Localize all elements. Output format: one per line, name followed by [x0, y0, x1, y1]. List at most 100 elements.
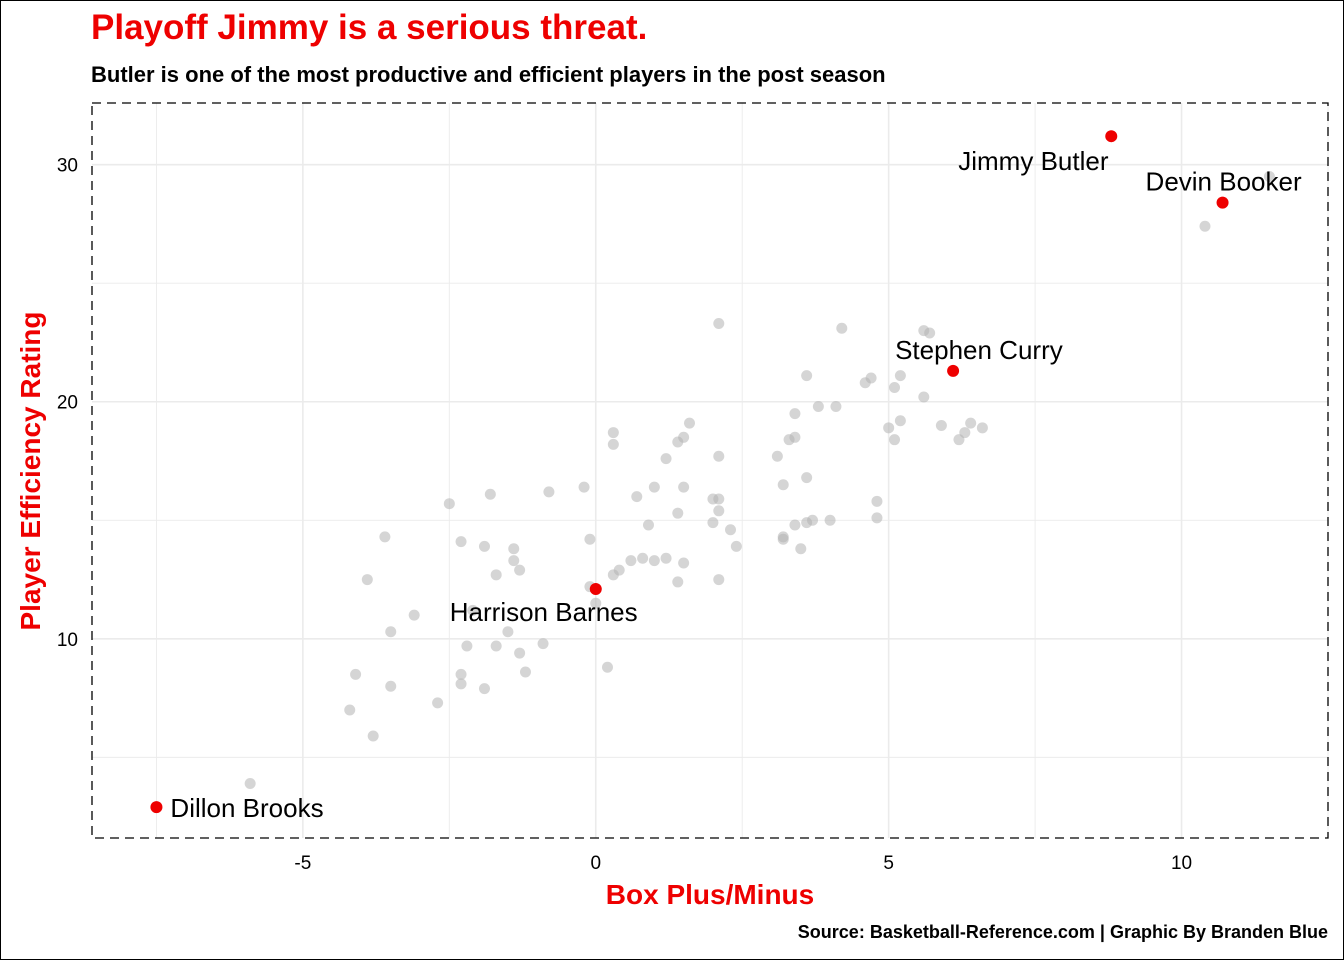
player-point	[648, 555, 660, 567]
player-point	[613, 564, 625, 576]
player-point	[713, 505, 725, 517]
player-point	[648, 481, 660, 493]
player-point	[601, 661, 613, 673]
player-point	[789, 431, 801, 443]
player-point	[484, 488, 496, 500]
player-point	[508, 555, 520, 567]
player-point	[1199, 220, 1211, 232]
player-point	[824, 514, 836, 526]
player-point	[730, 540, 742, 552]
player-point	[894, 415, 906, 427]
axis-ticks: -5 0 5 10 10 20 30	[57, 156, 1192, 874]
player-point	[660, 453, 672, 465]
y-tick-label: 10	[57, 630, 78, 651]
player-point	[367, 730, 379, 742]
grid-lines	[92, 103, 1329, 838]
player-point	[607, 427, 619, 439]
player-point	[543, 486, 555, 498]
player-point	[725, 524, 737, 536]
player-point	[590, 597, 602, 609]
player-point	[478, 540, 490, 552]
player-point	[625, 555, 637, 567]
y-tick-label: 30	[57, 156, 78, 177]
player-point	[637, 552, 649, 564]
player-point	[889, 434, 901, 446]
x-axis-label: Box Plus/Minus	[606, 879, 814, 910]
x-tick-label: 10	[1171, 853, 1192, 874]
player-point	[918, 391, 930, 403]
player-point	[350, 668, 362, 680]
y-tick-label: 20	[57, 393, 78, 414]
player-point	[777, 479, 789, 491]
player-point	[672, 507, 684, 519]
player-point	[467, 604, 479, 616]
player-point	[894, 370, 906, 382]
player-point	[889, 382, 901, 394]
player-point	[678, 557, 690, 569]
player-point	[502, 626, 514, 638]
player-name-label: Devin Booker	[1146, 167, 1302, 197]
player-name-label: Stephen Curry	[895, 335, 1063, 365]
player-point	[935, 419, 947, 431]
player-point	[789, 519, 801, 531]
player-point	[408, 609, 420, 621]
player-point	[883, 422, 895, 434]
player-point	[924, 327, 936, 339]
player-point	[461, 640, 473, 652]
player-point	[490, 640, 502, 652]
player-point	[642, 519, 654, 531]
player-point	[385, 680, 397, 692]
player-point	[607, 438, 619, 450]
highlighted-player-point	[589, 583, 602, 596]
background-points	[244, 171, 1275, 789]
player-point	[836, 322, 848, 334]
highlighted-points: Jimmy Butler Devin Booker Stephen Curry Har…	[150, 130, 1302, 823]
player-point	[789, 408, 801, 420]
player-point	[707, 517, 719, 529]
player-point	[660, 552, 672, 564]
player-point	[683, 417, 695, 429]
player-point	[578, 481, 590, 493]
highlighted-player-point	[1216, 196, 1229, 209]
chart-subtitle: Butler is one of the most productive and…	[91, 62, 886, 87]
player-point	[678, 431, 690, 443]
player-point	[361, 574, 373, 586]
x-tick-label: 5	[883, 853, 894, 874]
player-point	[801, 370, 813, 382]
player-point	[713, 450, 725, 462]
player-point	[777, 533, 789, 545]
player-point	[713, 318, 725, 329]
player-point	[514, 564, 526, 576]
x-tick-label: 0	[590, 853, 601, 874]
player-point	[490, 569, 502, 581]
player-point	[455, 678, 467, 690]
player-point	[478, 683, 490, 695]
player-point	[443, 498, 455, 510]
player-point	[584, 533, 596, 545]
player-point	[379, 531, 391, 543]
source-caption: Source: Basketball-Reference.com | Graph…	[797, 922, 1328, 942]
player-point	[795, 543, 807, 555]
chart-title: Playoff Jimmy is a serious threat.	[91, 8, 648, 47]
player-point	[672, 576, 684, 588]
player-point	[976, 422, 988, 434]
player-point	[508, 543, 520, 555]
player-point	[801, 472, 813, 484]
player-point	[385, 626, 397, 638]
player-point	[830, 400, 842, 412]
player-point	[244, 777, 256, 789]
player-name-label: Dillon Brooks	[170, 793, 323, 823]
player-point	[865, 372, 877, 384]
player-point	[455, 668, 467, 680]
player-point	[514, 647, 526, 659]
player-point	[771, 450, 783, 462]
player-point	[713, 574, 725, 586]
player-name-label: Jimmy Butler	[958, 146, 1109, 176]
player-point	[537, 638, 549, 650]
y-axis-label: Player Efficiency Rating	[15, 311, 46, 630]
player-point	[871, 512, 883, 524]
player-name-label: Harrison Barnes	[450, 597, 638, 627]
player-point	[713, 493, 725, 505]
